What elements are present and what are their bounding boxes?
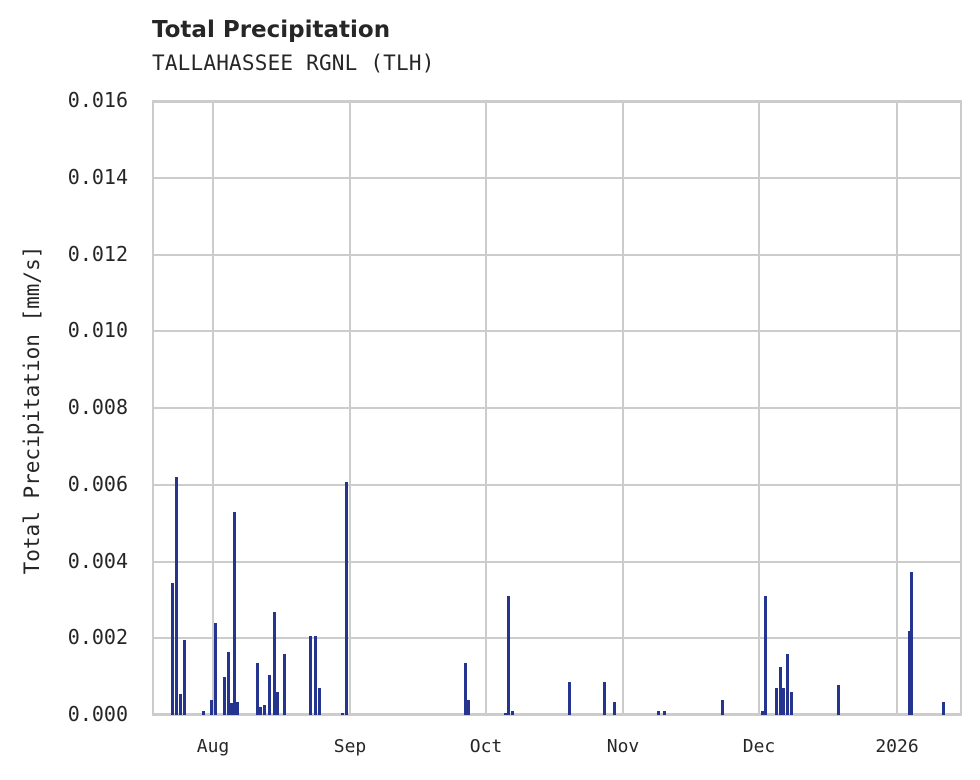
precip-bar (268, 675, 271, 715)
precip-bar (314, 636, 317, 715)
h-grid-line (152, 714, 962, 716)
chart-title: Total Precipitation (152, 17, 391, 43)
precip-bar (786, 654, 789, 715)
v-grid-line (896, 101, 898, 715)
chart-subtitle: TALLAHASSEE RGNL (TLH) (152, 51, 435, 75)
precip-bar (507, 596, 510, 715)
h-grid-line (152, 484, 962, 486)
x-tick-label: Sep (333, 736, 367, 757)
y-tick-label: 0.006 (67, 472, 128, 496)
v-grid-line (485, 101, 487, 715)
h-grid-line (152, 330, 962, 332)
h-grid-line (152, 177, 962, 179)
x-tick-label: Aug (196, 736, 230, 757)
y-axis-label: Total Precipitation [mm/s] (20, 245, 44, 575)
precip-bar (467, 700, 470, 715)
precip-bar (721, 700, 724, 715)
precip-bar (764, 596, 767, 715)
v-grid-line (349, 101, 351, 715)
h-grid-line (152, 407, 962, 409)
precip-bar (341, 713, 344, 715)
precip-bar (318, 688, 321, 715)
precip-bar (214, 623, 217, 715)
h-grid-line (152, 637, 962, 639)
v-grid-line (758, 101, 760, 715)
precip-bar (790, 692, 793, 715)
precip-bar (663, 711, 666, 715)
precip-bar (223, 677, 226, 715)
precip-bar (175, 477, 178, 715)
precip-bar (782, 688, 785, 715)
precip-bar (256, 663, 259, 715)
precip-bar (345, 482, 348, 715)
precip-bar (464, 663, 467, 715)
precip-bar (657, 711, 660, 715)
precip-bar (779, 667, 782, 715)
y-tick-label: 0.010 (67, 318, 128, 342)
precip-bar (837, 685, 840, 715)
y-tick-label: 0.000 (67, 702, 128, 726)
y-tick-label: 0.002 (67, 625, 128, 649)
precip-bar (613, 702, 616, 715)
precip-bar (761, 711, 764, 715)
v-grid-line (622, 101, 624, 715)
precip-bar (183, 640, 186, 715)
h-grid-line (152, 254, 962, 256)
precip-bar (511, 711, 514, 715)
precip-bar (309, 636, 312, 715)
precip-bar (276, 692, 279, 715)
precip-bar (171, 583, 174, 715)
y-tick-label: 0.012 (67, 242, 128, 266)
precip-bar (230, 703, 233, 715)
precip-bar (603, 682, 606, 715)
v-grid-line (212, 101, 214, 715)
y-tick-label: 0.008 (67, 395, 128, 419)
x-tick-label: 2026 (875, 736, 919, 757)
precip-bar (259, 707, 262, 715)
x-tick-label: Dec (742, 736, 776, 757)
precip-bar (775, 688, 778, 715)
precip-bar (202, 711, 205, 715)
precip-bar (227, 652, 230, 715)
precip-bar (910, 572, 913, 715)
precip-bar (568, 682, 571, 715)
precip-bar (283, 654, 286, 715)
precip-bar (273, 612, 276, 715)
x-tick-label: Nov (606, 736, 640, 757)
y-tick-label: 0.014 (67, 165, 128, 189)
y-tick-label: 0.016 (67, 88, 128, 112)
precip-bar (263, 705, 266, 715)
precip-bar (236, 702, 239, 715)
precip-bar (179, 694, 182, 715)
precip-bar (908, 631, 911, 715)
h-grid-line (152, 561, 962, 563)
y-tick-label: 0.004 (67, 549, 128, 573)
precip-bar (504, 713, 507, 715)
precip-bar (210, 700, 213, 715)
h-grid-line (152, 100, 962, 102)
precip-bar (942, 702, 945, 715)
x-tick-label: Oct (469, 736, 503, 757)
precip-bar (233, 512, 236, 715)
